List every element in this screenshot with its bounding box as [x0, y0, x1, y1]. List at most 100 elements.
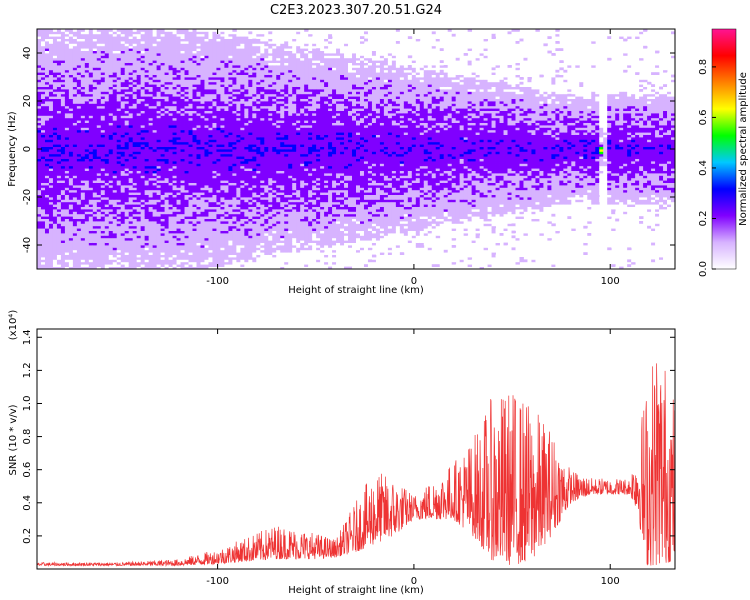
- heatmap-cell: [92, 101, 98, 104]
- heatmap-cell: [96, 67, 102, 71]
- heatmap-cell: [200, 29, 205, 32]
- heatmap-cell: [232, 65, 237, 68]
- heatmap-cell: [132, 101, 138, 104]
- heatmap-cell: [164, 117, 169, 121]
- heatmap-cell: [144, 125, 150, 128]
- heatmap-cell: [124, 122, 130, 126]
- heatmap-cell: [76, 53, 82, 56]
- heatmap-cell: [48, 103, 54, 107]
- heatmap-cell: [132, 62, 138, 66]
- heatmap-cell: [232, 50, 237, 54]
- heatmap-cell: [220, 62, 225, 66]
- heatmap-cell: [180, 33, 185, 37]
- heatmap-cell: [136, 137, 142, 140]
- heatmap-cell: [64, 151, 70, 155]
- heatmap-cell: [120, 182, 126, 186]
- heatmap-cell: [80, 36, 86, 39]
- heatmap-cell: [136, 149, 142, 152]
- heatmap-cell: [216, 50, 221, 54]
- heatmap-cell: [212, 221, 217, 224]
- heatmap-cell: [192, 228, 197, 231]
- heatmap-cell: [92, 245, 98, 248]
- heatmap-cell: [128, 245, 134, 248]
- heatmap-cell: [96, 105, 102, 109]
- heatmap-cell: [48, 156, 54, 159]
- heatmap-cell: [112, 259, 118, 263]
- heatmap-cell: [60, 259, 66, 263]
- heatmap-cell: [208, 173, 213, 176]
- heatmap-cell: [224, 185, 229, 188]
- heatmap-cell: [172, 62, 177, 66]
- heatmap-cell: [68, 197, 74, 200]
- heatmap-cell: [168, 261, 173, 265]
- heatmap-cell: [228, 81, 233, 85]
- heatmap-cell: [40, 105, 46, 109]
- heatmap-cell: [128, 230, 134, 234]
- heatmap-cell: [164, 36, 169, 39]
- heatmap-cell: [56, 209, 62, 212]
- heatmap-cell: [56, 125, 62, 128]
- heatmap-cell: [108, 242, 114, 246]
- heatmap-cell: [44, 235, 50, 239]
- heatmap-cell: [48, 187, 54, 191]
- heatmap-cell: [60, 132, 66, 135]
- heatmap-cell: [176, 74, 181, 78]
- heatmap-cell: [132, 153, 138, 157]
- heatmap-cell: [60, 69, 66, 73]
- heatmap-cell: [64, 141, 70, 145]
- heatmap-cell: [180, 132, 185, 135]
- heatmap-cell: [116, 165, 122, 169]
- heatmap-cell: [208, 31, 213, 35]
- heatmap-cell: [68, 221, 74, 224]
- heatmap-cell: [220, 38, 225, 42]
- heatmap-cell: [224, 163, 229, 167]
- heatmap-cell: [180, 55, 185, 59]
- heatmap-cell: [188, 206, 193, 210]
- heatmap-cell: [164, 144, 169, 147]
- heatmap-cell: [108, 60, 114, 63]
- heatmap-cell: [92, 89, 98, 92]
- heatmap-cell: [108, 216, 114, 219]
- heatmap-cell: [100, 31, 106, 35]
- heatmap-cell: [88, 60, 94, 63]
- heatmap-cell: [184, 189, 189, 193]
- heatmap-cell: [40, 93, 46, 97]
- heatmap-cell: [100, 156, 106, 159]
- heatmap-cell: [144, 209, 150, 212]
- heatmap-cell: [64, 218, 70, 222]
- heatmap-cell: [56, 199, 62, 203]
- heatmap-cell: [192, 120, 197, 123]
- heatmap-cell: [88, 213, 94, 217]
- heatmap-cell: [60, 151, 66, 155]
- heatmap-cell: [84, 122, 90, 126]
- heatmap-cell: [220, 221, 225, 224]
- heatmap-cell: [64, 93, 70, 97]
- heatmap-cell: [204, 187, 209, 191]
- heatmap-cell: [116, 192, 122, 195]
- heatmap-cell: [37, 139, 42, 143]
- heatmap-cell: [136, 134, 142, 138]
- heatmap-cell: [56, 127, 62, 131]
- heatmap-cell: [76, 204, 82, 207]
- heatmap-cell: [140, 197, 146, 200]
- heatmap-cell: [72, 134, 78, 138]
- heatmap-cell: [216, 163, 221, 167]
- heatmap-cell: [232, 245, 237, 248]
- heatmap-cell: [156, 86, 162, 90]
- heatmap-cell: [152, 108, 158, 111]
- heatmap-cell: [116, 235, 122, 239]
- heatmap-cell: [124, 158, 130, 162]
- heatmap-cell: [68, 115, 74, 119]
- heatmap-cell: [152, 36, 158, 39]
- heatmap-cell: [140, 91, 146, 95]
- heatmap-cell: [160, 144, 165, 147]
- heatmap-cell: [140, 105, 146, 109]
- heatmap-cell: [208, 69, 213, 73]
- heatmap-cell: [172, 41, 177, 44]
- heatmap-cell: [76, 149, 82, 152]
- heatmap-cell: [176, 194, 181, 198]
- heatmap-cell: [84, 206, 90, 210]
- heatmap-cell: [48, 43, 54, 47]
- heatmap-cell: [88, 158, 94, 162]
- heatmap-cell: [156, 108, 162, 111]
